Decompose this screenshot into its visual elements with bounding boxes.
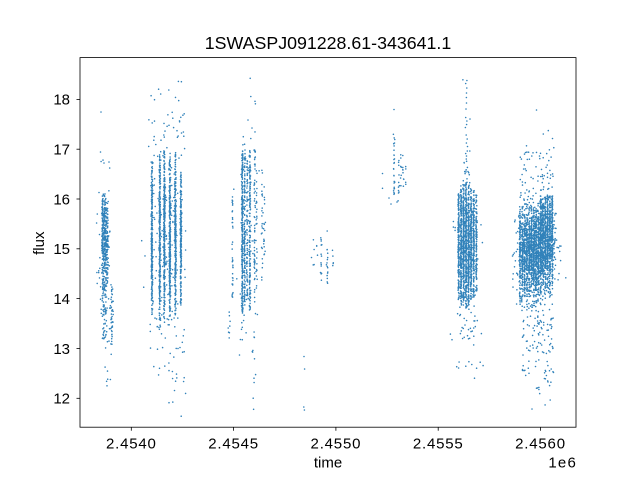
svg-text:13: 13	[53, 341, 70, 358]
svg-text:15: 15	[53, 241, 70, 258]
svg-text:2.4560: 2.4560	[515, 435, 566, 452]
svg-text:time: time	[314, 454, 342, 471]
svg-text:1SWASPJ091228.61-343641.1: 1SWASPJ091228.61-343641.1	[205, 33, 452, 53]
svg-text:flux: flux	[31, 231, 48, 255]
svg-text:16: 16	[53, 191, 70, 208]
svg-text:2.4550: 2.4550	[311, 435, 362, 452]
svg-text:2.4555: 2.4555	[413, 435, 464, 452]
svg-text:17: 17	[53, 142, 70, 159]
svg-text:18: 18	[53, 92, 70, 109]
svg-text:12: 12	[53, 391, 70, 408]
svg-text:1e6: 1e6	[548, 454, 577, 471]
svg-text:14: 14	[53, 291, 70, 308]
svg-text:2.4545: 2.4545	[208, 435, 259, 452]
svg-text:2.4540: 2.4540	[106, 435, 157, 452]
